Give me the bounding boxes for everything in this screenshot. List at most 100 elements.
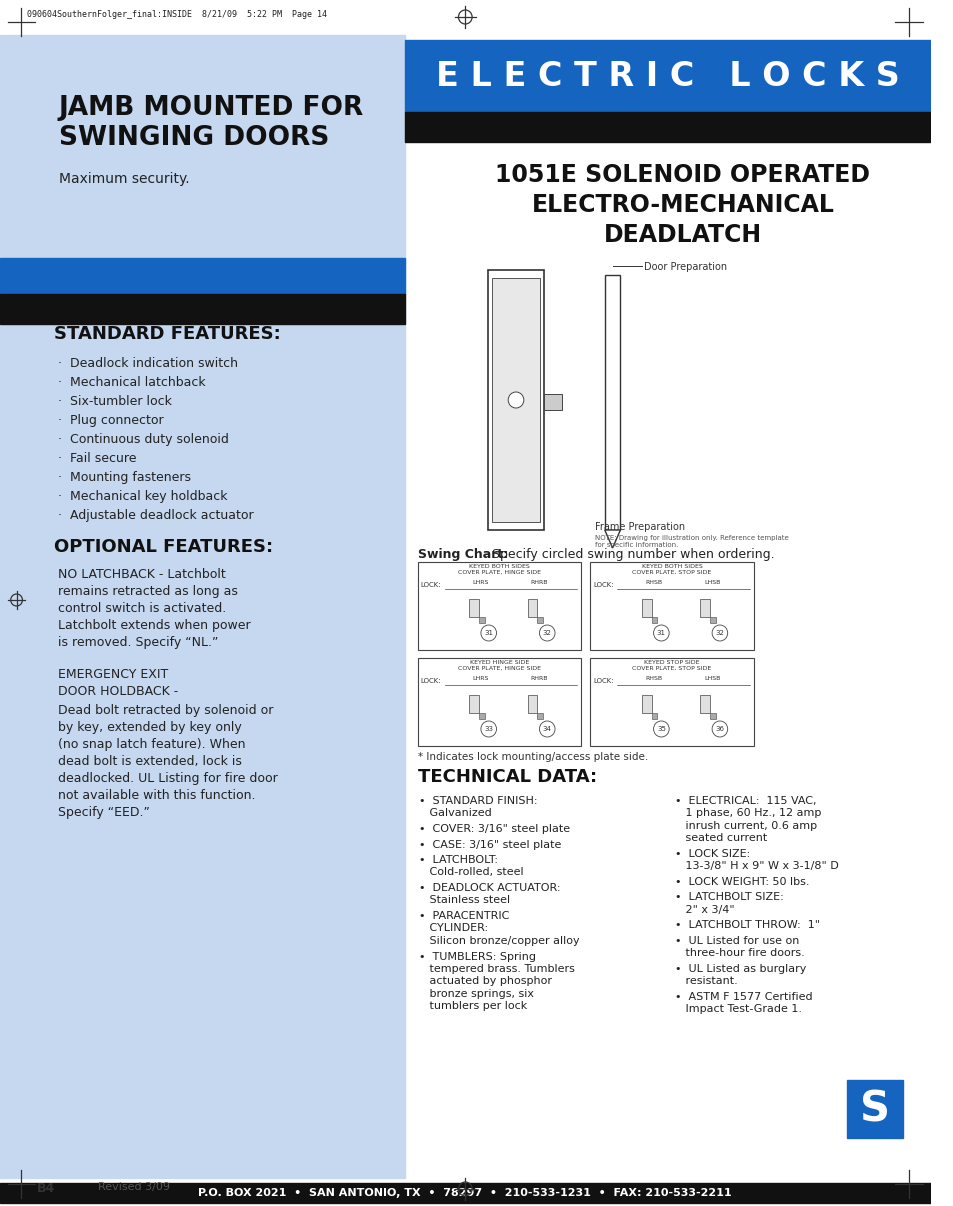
- Circle shape: [653, 721, 668, 737]
- Text: •  ELECTRICAL:  115 VAC,
   1 phase, 60 Hz., 12 amp
   inrush current, 0.6 amp
 : • ELECTRICAL: 115 VAC, 1 phase, 60 Hz., …: [675, 796, 821, 843]
- Bar: [651, 713, 657, 719]
- Bar: [487, 270, 544, 529]
- Text: Dead bolt retracted by solenoid or
by key, extended by key only
(no snap latch f: Dead bolt retracted by solenoid or by ke…: [57, 704, 277, 819]
- Text: Revised 3/09: Revised 3/09: [97, 1182, 170, 1192]
- Circle shape: [538, 721, 555, 737]
- Bar: [469, 695, 478, 713]
- Text: RHRB: RHRB: [530, 580, 548, 585]
- Bar: [700, 599, 709, 617]
- Text: S: S: [859, 1088, 889, 1130]
- Text: STANDARD FEATURES:: STANDARD FEATURES:: [53, 324, 280, 343]
- Text: NOTE: Drawing for illustration only. Reference template
for specific information: NOTE: Drawing for illustration only. Ref…: [595, 535, 788, 549]
- Bar: [651, 617, 657, 624]
- Text: 35: 35: [657, 726, 665, 732]
- Text: Door Preparation: Door Preparation: [643, 262, 726, 273]
- Bar: [417, 562, 580, 650]
- Bar: [419, 245, 711, 540]
- Bar: [604, 275, 619, 529]
- Text: B4: B4: [37, 1182, 55, 1195]
- Text: P.O. BOX 2021  •  SAN ANTONIO, TX  •  78297  •  210-533-1231  •  FAX: 210-533-22: P.O. BOX 2021 • SAN ANTONIO, TX • 78297 …: [198, 1188, 731, 1198]
- Text: •  LOCK WEIGHT: 50 lbs.: • LOCK WEIGHT: 50 lbs.: [675, 877, 809, 886]
- Circle shape: [538, 625, 555, 642]
- Text: •  UL Listed for use on
   three-hour fire doors.: • UL Listed for use on three-hour fire d…: [675, 936, 804, 959]
- Text: LHRS: LHRS: [473, 580, 489, 585]
- Text: TECHNICAL DATA:: TECHNICAL DATA:: [417, 768, 596, 786]
- Text: •  STANDARD FINISH:
   Galvanized: • STANDARD FINISH: Galvanized: [419, 796, 537, 819]
- Bar: [590, 658, 753, 747]
- Text: •  LATCHBOLT SIZE:
   2" x 3/4": • LATCHBOLT SIZE: 2" x 3/4": [675, 892, 783, 915]
- Text: 1051E SOLENOID OPERATED: 1051E SOLENOID OPERATED: [495, 163, 869, 187]
- Bar: [404, 40, 929, 112]
- Text: •  LATCHBOLT:
   Cold-rolled, steel: • LATCHBOLT: Cold-rolled, steel: [419, 855, 523, 878]
- Text: 090604SouthernFolger_final:INSIDE  8/21/09  5:22 PM  Page 14: 090604SouthernFolger_final:INSIDE 8/21/0…: [28, 10, 327, 19]
- Text: * Indicates lock mounting/access plate side.: * Indicates lock mounting/access plate s…: [417, 753, 647, 762]
- Text: KEYED BOTH SIDES
COVER PLATE, HINGE SIDE: KEYED BOTH SIDES COVER PLATE, HINGE SIDE: [457, 564, 540, 575]
- Text: ELECTRO-MECHANICAL: ELECTRO-MECHANICAL: [531, 193, 833, 217]
- Circle shape: [508, 392, 523, 408]
- Text: 33: 33: [484, 726, 493, 732]
- Text: ·  Six-tumbler lock: · Six-tumbler lock: [57, 396, 172, 408]
- Text: Specify circled swing number when ordering.: Specify circled swing number when orderi…: [487, 548, 774, 561]
- Text: 34: 34: [542, 726, 551, 732]
- Bar: [0, 1183, 929, 1204]
- Text: •  LATCHBOLT THROW:  1": • LATCHBOLT THROW: 1": [675, 920, 820, 931]
- Text: •  TUMBLERS: Spring
   tempered brass. Tumblers
   actuated by phosphor
   bronz: • TUMBLERS: Spring tempered brass. Tumbl…: [419, 952, 575, 1011]
- Bar: [469, 599, 478, 617]
- Text: •  UL Listed as burglary
   resistant.: • UL Listed as burglary resistant.: [675, 964, 805, 987]
- Bar: [537, 617, 543, 624]
- Text: 32: 32: [542, 630, 551, 636]
- Text: 31: 31: [484, 630, 493, 636]
- Bar: [537, 713, 543, 719]
- Text: Frame Preparation: Frame Preparation: [595, 522, 684, 532]
- Text: Swing Chart:: Swing Chart:: [417, 548, 507, 561]
- Text: ·  Mechanical key holdback: · Mechanical key holdback: [57, 490, 227, 503]
- Text: ·  Mechanical latchback: · Mechanical latchback: [57, 376, 205, 390]
- Bar: [709, 617, 716, 624]
- Text: KEYED HINGE SIDE
COVER PLATE, HINGE SIDE: KEYED HINGE SIDE COVER PLATE, HINGE SIDE: [457, 660, 540, 671]
- Bar: [478, 617, 484, 624]
- Text: LHSB: LHSB: [703, 677, 720, 681]
- Bar: [0, 294, 404, 324]
- Bar: [709, 713, 716, 719]
- Text: LOCK:: LOCK:: [593, 582, 613, 589]
- Text: JAMB MOUNTED FOR: JAMB MOUNTED FOR: [58, 95, 363, 121]
- Text: Maximum security.: Maximum security.: [58, 172, 189, 186]
- Text: KEYED STOP SIDE
COVER PLATE, STOP SIDE: KEYED STOP SIDE COVER PLATE, STOP SIDE: [632, 660, 711, 671]
- Bar: [641, 695, 651, 713]
- Text: 31: 31: [657, 630, 665, 636]
- Bar: [700, 695, 709, 713]
- Text: DEADLATCH: DEADLATCH: [603, 223, 761, 247]
- Text: KEYED BOTH SIDES
COVER PLATE, STOP SIDE: KEYED BOTH SIDES COVER PLATE, STOP SIDE: [632, 564, 711, 575]
- Text: •  CASE: 3/16" steel plate: • CASE: 3/16" steel plate: [419, 839, 561, 849]
- Text: NO LATCHBACK - Latchbolt
remains retracted as long as
control switch is activate: NO LATCHBACK - Latchbolt remains retract…: [57, 568, 250, 649]
- Circle shape: [653, 625, 668, 642]
- Circle shape: [711, 625, 727, 642]
- Text: LHSB: LHSB: [703, 580, 720, 585]
- Text: E L E C T R I C   L O C K S: E L E C T R I C L O C K S: [436, 59, 899, 93]
- Text: ·  Mounting fasteners: · Mounting fasteners: [57, 472, 191, 484]
- Text: RHSB: RHSB: [644, 580, 661, 585]
- Bar: [846, 1081, 902, 1138]
- Text: RHRB: RHRB: [530, 677, 548, 681]
- Text: ·  Continuous duty solenoid: · Continuous duty solenoid: [57, 433, 228, 446]
- Bar: [544, 394, 561, 410]
- Text: 32: 32: [715, 630, 723, 636]
- Bar: [404, 112, 929, 142]
- Bar: [417, 658, 580, 747]
- Text: RHSB: RHSB: [644, 677, 661, 681]
- Bar: [590, 562, 753, 650]
- Text: •  DEADLOCK ACTUATOR:
   Stainless steel: • DEADLOCK ACTUATOR: Stainless steel: [419, 883, 560, 906]
- Text: ·  Adjustable deadlock actuator: · Adjustable deadlock actuator: [57, 509, 253, 522]
- Text: ·  Deadlock indication switch: · Deadlock indication switch: [57, 357, 237, 370]
- Text: •  PARACENTRIC
   CYLINDER:
   Silicon bronze/copper alloy: • PARACENTRIC CYLINDER: Silicon bronze/c…: [419, 911, 579, 946]
- Text: LOCK:: LOCK:: [420, 678, 440, 684]
- Circle shape: [711, 721, 727, 737]
- Text: •  LOCK SIZE:
   13-3/8" H x 9" W x 3-1/8" D: • LOCK SIZE: 13-3/8" H x 9" W x 3-1/8" D: [675, 849, 838, 872]
- Text: ·  Fail secure: · Fail secure: [57, 452, 136, 466]
- Text: OPTIONAL FEATURES:: OPTIONAL FEATURES:: [53, 538, 273, 556]
- Bar: [491, 279, 539, 522]
- Bar: [0, 258, 404, 294]
- Bar: [0, 35, 404, 1178]
- Circle shape: [480, 721, 496, 737]
- Bar: [527, 599, 537, 617]
